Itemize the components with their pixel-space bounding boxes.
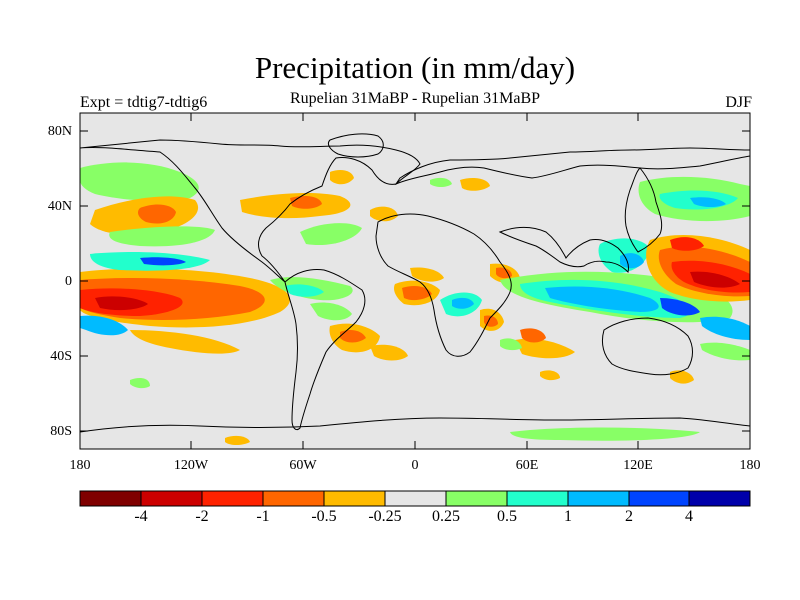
negative-anomaly-region — [340, 330, 366, 343]
lat-tick-label: 0 — [65, 274, 72, 289]
positive-anomaly-region — [545, 286, 659, 312]
colorbar-label: -0.25 — [368, 508, 402, 525]
experiment-label: Expt = tdtig7-tdtig6 — [80, 94, 208, 111]
positive-anomaly-region — [452, 297, 474, 309]
positive-anomaly-region — [510, 427, 700, 441]
coastline-south-asia — [498, 227, 629, 273]
colorbar-swatch — [629, 491, 689, 506]
lon-tick-label: 60W — [289, 458, 317, 473]
colorbar-swatch — [324, 491, 385, 506]
colorbar-swatch — [568, 491, 629, 506]
precipitation-anomaly-field — [80, 162, 750, 445]
positive-anomaly-region — [310, 302, 352, 321]
colorbar-label: -0.5 — [311, 508, 337, 525]
lon-tick-label: 120W — [173, 458, 209, 473]
negative-anomaly-region — [370, 344, 408, 361]
coastline-australia — [601, 317, 693, 376]
negative-anomaly-region — [540, 370, 560, 381]
negative-anomaly-region — [130, 330, 240, 354]
positive-anomaly-region — [620, 253, 644, 269]
coastline-north-america — [80, 139, 421, 283]
colorbar-label: -4 — [134, 508, 148, 525]
colorbar-swatch — [263, 491, 324, 506]
coastline-south-america — [284, 269, 366, 431]
negative-anomaly-region — [515, 338, 575, 359]
chart-title: Precipitation (in mm/day) — [254, 50, 576, 85]
negative-anomaly-region — [225, 435, 250, 445]
colorbar-label: 4 — [685, 508, 693, 525]
negative-anomaly-region — [330, 170, 354, 185]
positive-anomaly-region — [285, 284, 324, 297]
coastline-greenland — [327, 133, 384, 158]
negative-anomaly-region — [670, 370, 694, 384]
negative-anomaly-region — [690, 271, 740, 288]
negative-anomaly-region — [520, 328, 546, 343]
colorbar-label: 0.25 — [432, 508, 460, 525]
colorbar-swatch — [689, 491, 750, 506]
negative-anomaly-region — [410, 267, 444, 282]
colorbar-label: 0.5 — [497, 508, 517, 525]
lon-tick-label: 120E — [623, 458, 653, 473]
negative-anomaly-region — [402, 286, 432, 301]
positive-anomaly-region — [300, 223, 362, 246]
coastline-africa — [375, 213, 512, 357]
positive-anomaly-region — [700, 342, 750, 361]
colorbar-swatch — [80, 491, 141, 506]
positive-anomaly-region — [430, 177, 452, 187]
positive-anomaly-region — [109, 226, 215, 247]
colorbar-swatch — [141, 491, 202, 506]
coastline-east-asia — [624, 167, 663, 253]
colorbar-swatch — [202, 491, 263, 506]
colorbar-swatch — [446, 491, 507, 506]
coastline-antarctica — [80, 417, 750, 449]
lon-tick-label: 180 — [69, 458, 91, 473]
colorbar-label: -2 — [195, 508, 209, 525]
lon-tick-label: 0 — [411, 458, 419, 473]
coastline-eurasia — [394, 147, 750, 186]
negative-anomaly-region — [95, 296, 148, 311]
colorbar-frame — [79, 490, 751, 507]
lat-tick-label: 80N — [47, 124, 72, 139]
positive-anomaly-region — [140, 257, 186, 266]
lon-tick-label: 180 — [739, 458, 761, 473]
colorbar — [79, 490, 751, 507]
chart-subtitle: Rupelian 31MaBP - Rupelian 31MaBP — [289, 90, 541, 107]
negative-anomaly-region — [138, 204, 176, 224]
axis-ticks — [80, 113, 750, 449]
positive-anomaly-region — [500, 338, 522, 351]
positive-anomaly-region — [80, 315, 128, 336]
positive-anomaly-region — [700, 316, 750, 340]
colorbar-label: 2 — [625, 508, 633, 525]
lat-tick-label: 40S — [50, 349, 72, 364]
coastlines — [80, 133, 750, 449]
positive-anomaly-region — [690, 197, 726, 207]
colorbar-label: 1 — [564, 508, 572, 525]
positive-anomaly-region — [660, 298, 700, 316]
negative-anomaly-region — [290, 196, 322, 209]
colorbar-swatch — [385, 491, 446, 506]
negative-anomaly-region — [370, 206, 398, 222]
colorbar-swatch — [507, 491, 568, 506]
lat-tick-label: 40N — [47, 199, 72, 214]
season-label: DJF — [725, 94, 752, 111]
negative-anomaly-region — [670, 237, 704, 251]
lon-tick-label: 60E — [515, 458, 539, 473]
lat-tick-label: 80S — [50, 424, 72, 439]
negative-anomaly-region — [496, 267, 512, 279]
positive-anomaly-region — [80, 162, 199, 201]
colorbar-label: -1 — [256, 508, 270, 525]
negative-anomaly-region — [460, 178, 490, 191]
positive-anomaly-region — [130, 378, 150, 389]
